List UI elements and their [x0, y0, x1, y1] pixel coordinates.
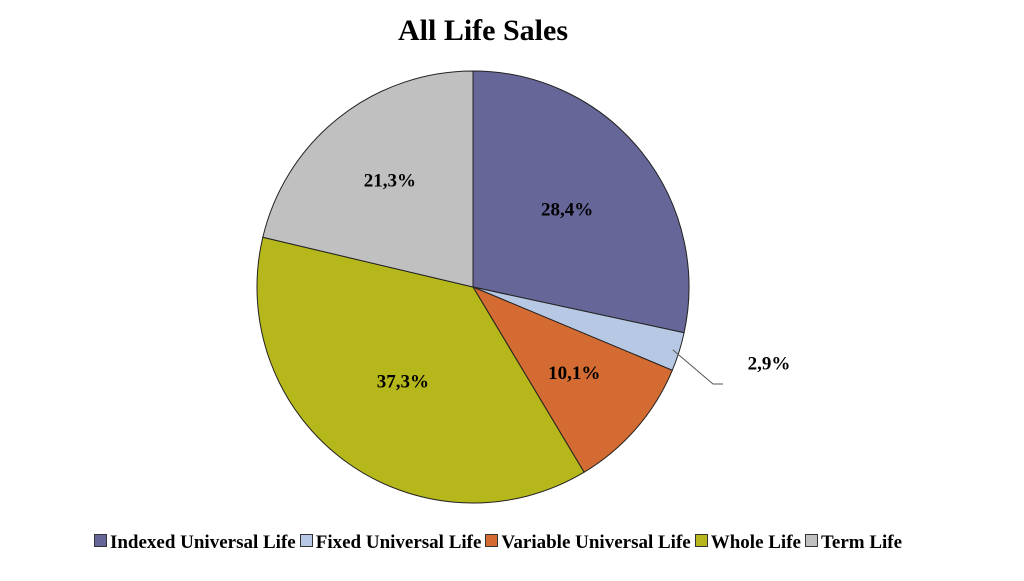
pie-slice-variable-universal-life: [471, 285, 673, 473]
legend-label: Whole Life: [710, 532, 801, 553]
legend-item: Whole Life: [694, 532, 801, 554]
legend-item: Variable Universal Life: [485, 532, 691, 554]
legend-item: Term Life: [804, 532, 903, 554]
data-label: 2,9%: [748, 353, 791, 374]
legend-item: Fixed Universal Life: [299, 532, 482, 554]
data-label: 28,4%: [541, 199, 593, 220]
pie-slice-term-life: [262, 70, 474, 288]
legend-swatch: [299, 534, 313, 547]
legend-label: Indexed Universal Life: [109, 532, 296, 553]
legend-swatch: [485, 534, 499, 547]
leader-line: [672, 349, 723, 385]
legend-label: Variable Universal Life: [501, 532, 691, 553]
legend-label: Term Life: [820, 532, 903, 553]
chart-title: All Life Sales: [398, 14, 568, 47]
data-label: 21,3%: [364, 170, 416, 191]
pie-slice-indexed-universal-life: [472, 70, 690, 334]
legend-swatch: [93, 534, 107, 547]
legend-label: Fixed Universal Life: [315, 532, 482, 553]
pie-slice-whole-life: [256, 236, 585, 504]
data-label: 10,1%: [548, 363, 600, 384]
data-label: 37,3%: [377, 371, 429, 392]
legend-item: Indexed Universal Life: [93, 532, 296, 554]
legend: Indexed Universal Life Fixed Universal Li…: [0, 532, 1000, 554]
legend-swatch: [804, 534, 818, 547]
legend-swatch: [694, 534, 708, 547]
